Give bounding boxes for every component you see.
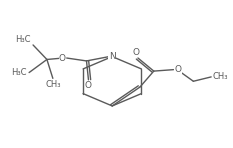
Text: H₃C: H₃C xyxy=(16,35,31,44)
Text: N: N xyxy=(109,52,116,61)
Text: CH₃: CH₃ xyxy=(45,80,61,89)
Text: O: O xyxy=(175,65,182,74)
Text: H₃C: H₃C xyxy=(12,68,27,77)
Text: O: O xyxy=(59,54,66,62)
Text: CH₃: CH₃ xyxy=(213,72,228,81)
Text: O: O xyxy=(85,81,92,90)
Text: O: O xyxy=(133,48,140,57)
